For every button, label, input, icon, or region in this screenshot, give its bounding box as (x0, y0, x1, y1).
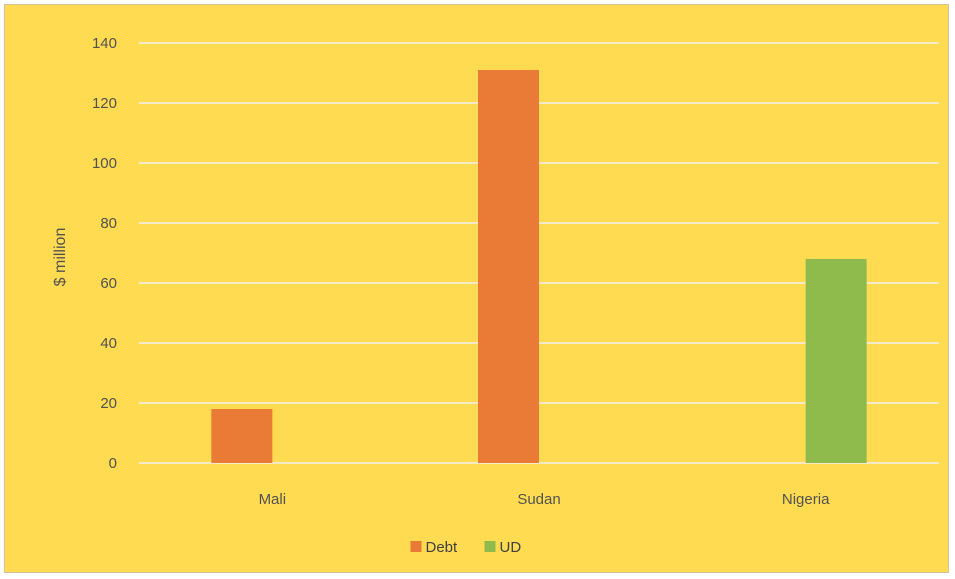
y-tick-label: 40 (100, 335, 117, 352)
y-tick-label: 120 (92, 95, 117, 112)
legend-swatch-ud (484, 541, 496, 552)
legend-label-debt: Debt (426, 539, 459, 556)
y-tick-label: 100 (92, 155, 117, 172)
x-axis-ticks: Mali Sudan Nigeria (259, 491, 831, 508)
y-axis-ticks: 0 20 40 60 80 100 120 140 (92, 35, 117, 472)
bar-debt-sudan (478, 70, 539, 463)
chart-area: 0 20 40 60 80 100 120 140 Mali Sudan Nigeria $ mi… (4, 4, 949, 573)
y-tick-label: 60 (100, 275, 117, 292)
bar-debt-mali (211, 409, 273, 463)
legend: Debt UD (410, 539, 522, 556)
bar-ud-nigeria (805, 259, 867, 463)
x-tick-label: Mali (259, 491, 287, 508)
x-tick-label: Sudan (517, 491, 560, 508)
y-tick-label: 20 (100, 395, 117, 412)
bars (211, 70, 867, 463)
bar-chart: 0 20 40 60 80 100 120 140 Mali Sudan Nigeria $ mi… (52, 35, 939, 556)
legend-swatch-debt (410, 541, 422, 552)
y-tick-label: 80 (100, 215, 117, 232)
y-axis-title: $ million (52, 228, 69, 287)
y-tick-label: 0 (109, 455, 117, 472)
x-tick-label: Nigeria (782, 491, 830, 508)
y-tick-label: 140 (92, 35, 117, 52)
legend-label-ud: UD (500, 539, 522, 556)
